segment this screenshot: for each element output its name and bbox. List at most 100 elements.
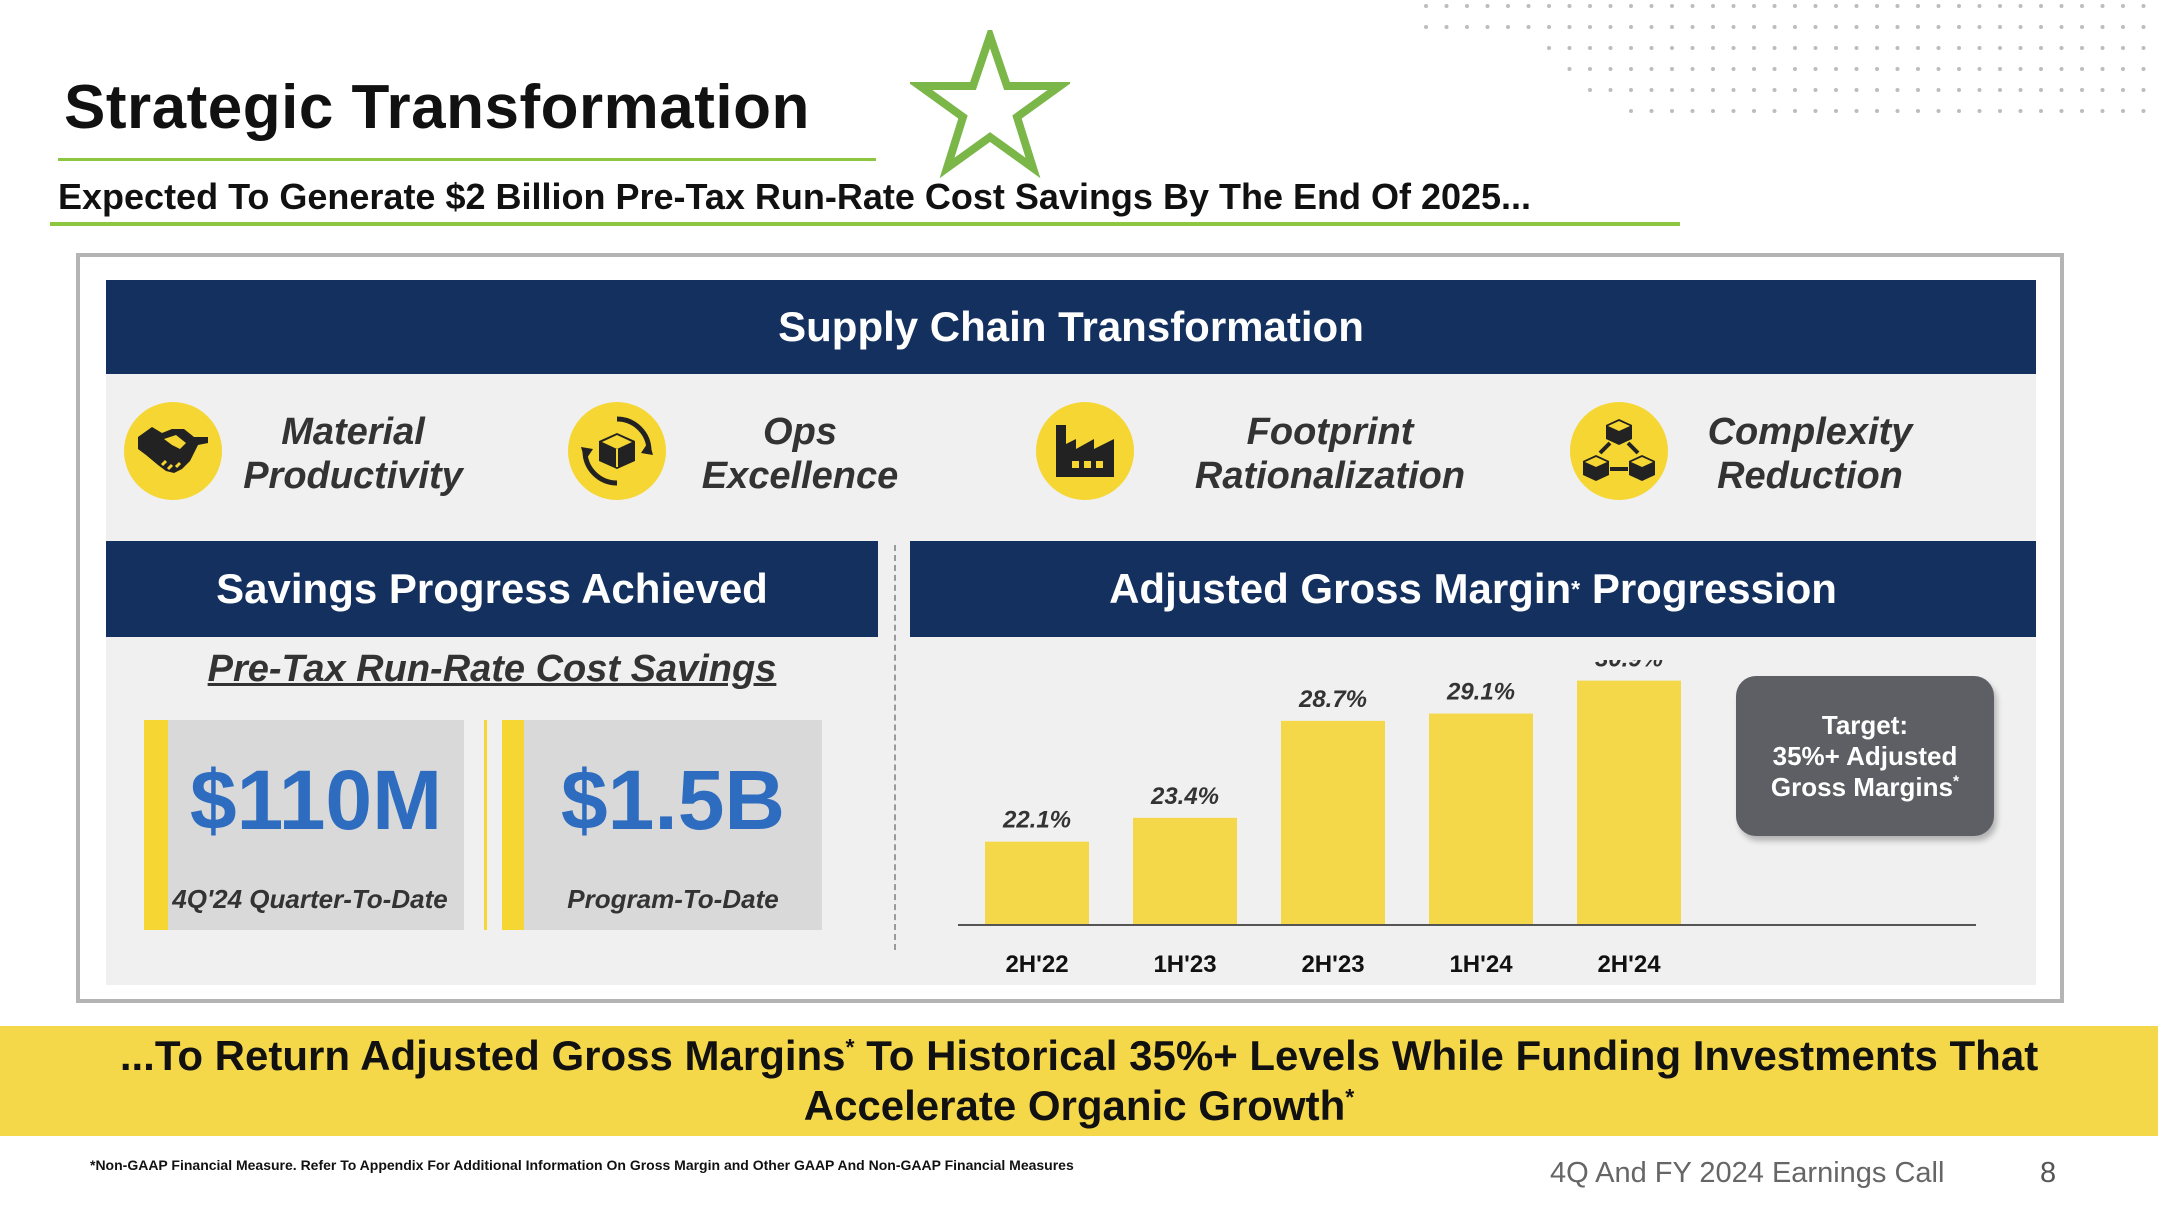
subtitle-underline xyxy=(50,222,1680,226)
decor-dot xyxy=(2039,46,2043,50)
decor-dot xyxy=(1813,67,1818,71)
decor-dot xyxy=(1834,4,1838,8)
decor-dot xyxy=(1506,25,1510,29)
decor-dot xyxy=(1588,67,1592,71)
decor-dot xyxy=(2141,4,2146,8)
decor-dot xyxy=(1567,25,1572,29)
decor-dot xyxy=(1608,46,1613,50)
decor-dot xyxy=(1875,46,1879,50)
dot-grid-decoration xyxy=(1424,4,2146,113)
decor-dot xyxy=(2018,88,2023,92)
decor-dot xyxy=(1608,4,1613,8)
decor-dot xyxy=(1526,25,1531,29)
decor-dot xyxy=(1916,67,1920,71)
decor-dot xyxy=(1854,4,1859,8)
decor-dot xyxy=(2039,4,2043,8)
conclusion-line2-text: Accelerate Organic Growth xyxy=(803,1082,1346,1129)
decor-dot xyxy=(1588,25,1592,29)
decor-dot xyxy=(2018,109,2023,113)
decor-dot xyxy=(2059,46,2064,50)
decor-dot xyxy=(1711,46,1715,50)
decor-dot xyxy=(2100,88,2105,92)
bar-2H'22 xyxy=(985,841,1089,924)
decor-dot xyxy=(2018,67,2023,71)
pillar-label-footprint-rationalization: Footprint Rationalization xyxy=(1160,410,1500,498)
decor-dot xyxy=(2059,4,2064,8)
decor-dot xyxy=(1895,25,1900,29)
decor-dot xyxy=(1772,88,1777,92)
decor-dot xyxy=(1813,46,1818,50)
conclusion-footnote-mark: * xyxy=(845,1034,855,1060)
decor-dot xyxy=(2141,88,2146,92)
footnote: *Non-GAAP Financial Measure. Refer To Ap… xyxy=(90,1157,1074,1173)
decor-dot xyxy=(1465,25,1469,29)
decor-dot xyxy=(1588,88,1592,92)
decor-dot xyxy=(1444,4,1449,8)
decor-dot xyxy=(2100,4,2105,8)
decor-dot xyxy=(1977,88,1982,92)
decor-dot xyxy=(1752,67,1756,71)
pillar-label-line1: Ops xyxy=(763,411,837,453)
decor-dot xyxy=(1711,109,1715,113)
savings-card-accent xyxy=(502,720,524,930)
decor-dot xyxy=(2141,67,2146,71)
decor-dot xyxy=(1690,25,1695,29)
page-number: 8 xyxy=(2040,1157,2057,1189)
decor-dot xyxy=(1547,4,1551,8)
decor-dot xyxy=(1854,46,1859,50)
decor-dot xyxy=(1977,25,1982,29)
decor-dot xyxy=(2121,4,2125,8)
pillar-label-material-productivity: Material Productivity xyxy=(218,410,488,498)
decor-dot xyxy=(1506,4,1510,8)
decor-dot xyxy=(2100,46,2105,50)
decor-dot xyxy=(1834,25,1838,29)
pillar-label-line2: Productivity xyxy=(243,455,463,497)
pillar-label-line2: Excellence xyxy=(701,455,899,497)
decor-dot xyxy=(1998,109,2002,113)
decor-dot xyxy=(1629,88,1633,92)
decor-dot xyxy=(1936,109,1941,113)
decor-dot xyxy=(1875,25,1879,29)
decor-dot xyxy=(1813,88,1818,92)
decor-dot xyxy=(1957,88,1961,92)
conclusion-banner: ...To Return Adjusted Gross Margins* To … xyxy=(0,1026,2158,1136)
decor-dot xyxy=(1895,4,1900,8)
decor-dot xyxy=(1772,67,1777,71)
decor-dot xyxy=(1547,46,1551,50)
decor-dot xyxy=(1711,88,1715,92)
decor-dot xyxy=(1854,88,1859,92)
decor-dot xyxy=(1813,109,1818,113)
x-tick-label: 2H'23 xyxy=(1301,951,1364,978)
savings-value-quarter: $110M xyxy=(189,753,443,847)
footer-event-name: 4Q And FY 2024 Earnings Call xyxy=(1550,1157,1945,1189)
decor-dot xyxy=(1957,25,1961,29)
decor-dot xyxy=(1977,67,1982,71)
decor-dot xyxy=(1649,25,1654,29)
decor-dot xyxy=(1711,67,1715,71)
decor-dot xyxy=(1875,88,1879,92)
savings-card-accent xyxy=(144,720,168,930)
decor-dot xyxy=(1936,46,1941,50)
target-line3: Gross Margins xyxy=(1770,771,1953,802)
decor-dot xyxy=(1690,88,1695,92)
decor-dot xyxy=(1608,25,1613,29)
decor-dot xyxy=(1731,25,1736,29)
decor-dot xyxy=(2080,25,2084,29)
decor-dot xyxy=(1957,67,1961,71)
agm-title-tail: Progression xyxy=(1580,565,1837,612)
pillar-label-line2: Rationalization xyxy=(1194,455,1466,497)
bar-1H'24 xyxy=(1429,713,1533,924)
decor-dot xyxy=(1772,4,1777,8)
decor-dot xyxy=(1670,109,1674,113)
decor-dot xyxy=(1649,46,1654,50)
decor-dot xyxy=(1752,25,1756,29)
agm-title-main: Adjusted Gross Margin xyxy=(1109,565,1572,612)
decor-dot xyxy=(1731,88,1736,92)
decor-dot xyxy=(1670,46,1674,50)
savings-card-program xyxy=(502,720,822,930)
decor-dot xyxy=(1444,25,1449,29)
decor-dot xyxy=(2080,109,2084,113)
pillar-label-line1: Footprint xyxy=(1246,411,1414,453)
decor-dot xyxy=(2039,109,2043,113)
decor-dot xyxy=(1936,4,1941,8)
